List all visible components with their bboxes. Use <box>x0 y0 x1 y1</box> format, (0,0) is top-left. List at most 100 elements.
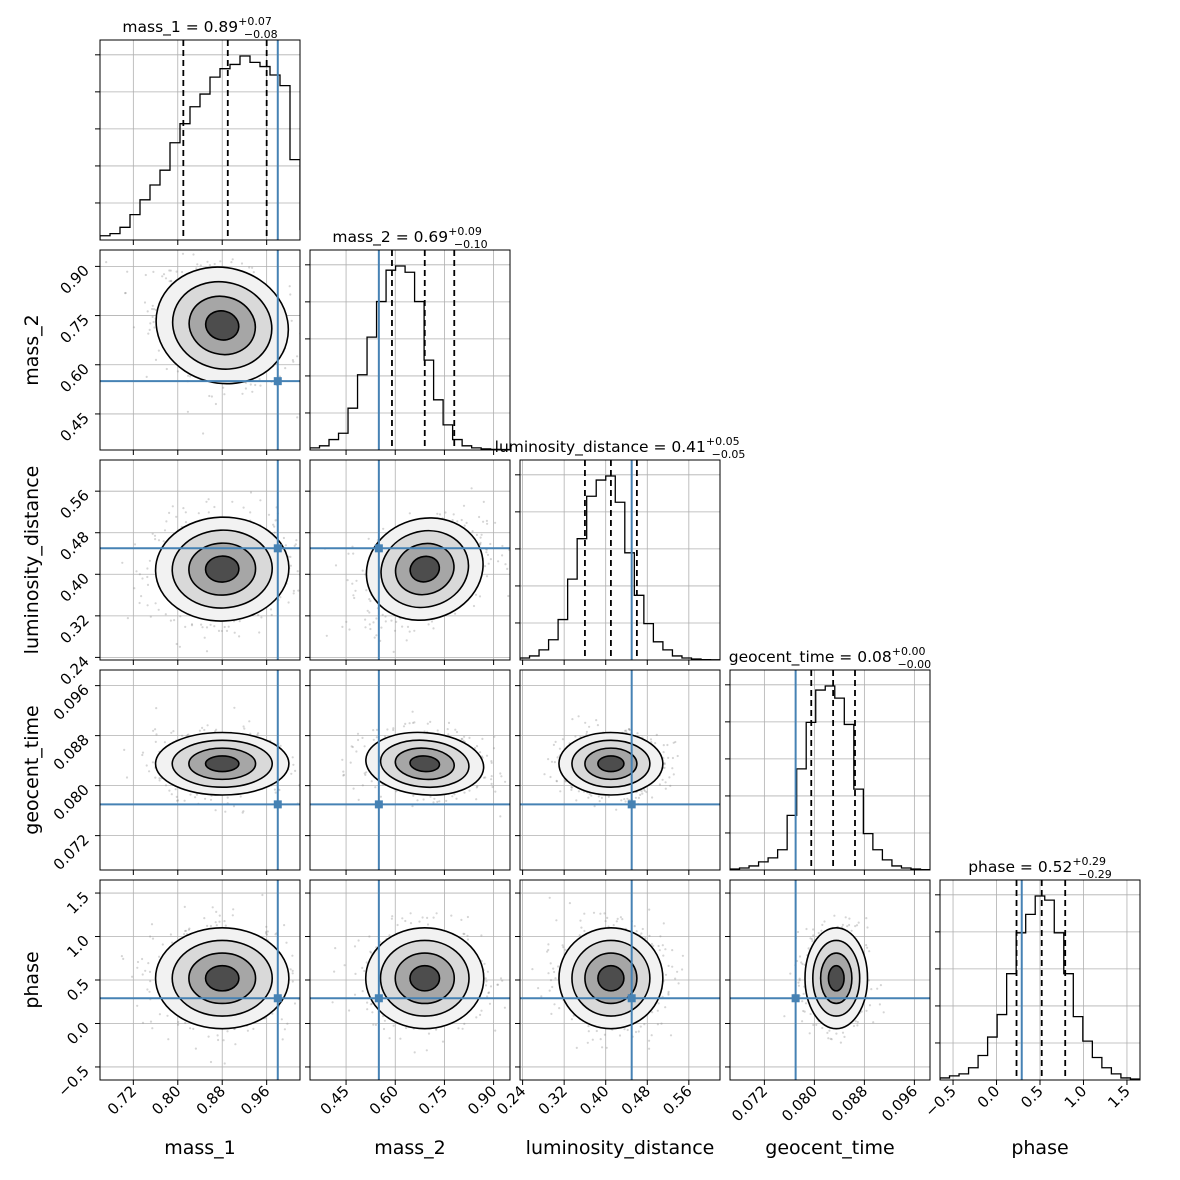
x-tick-label: 0.96 <box>237 1082 273 1118</box>
panel-mass_1-hist: mass_1 = 0.89+0.07 −0.08 <box>95 15 301 245</box>
panel-mass_1-vs-luminosity_distance: 0.24 0.32 0.40 0.48 0.56 luminosity_distance <box>21 459 301 689</box>
truth-marker <box>374 800 383 809</box>
contour-line <box>365 517 484 622</box>
contour-line <box>571 739 651 788</box>
contour-line <box>409 964 441 992</box>
contour-line <box>597 755 625 773</box>
contour-line <box>379 939 470 1017</box>
contour-line <box>204 310 240 341</box>
panel-luminosity_distance-vs-geocent_time <box>515 669 721 875</box>
x-tick-label: 0.45 <box>317 1082 353 1118</box>
contour-line <box>584 747 638 781</box>
contour-line <box>584 952 638 1005</box>
x-axis-label: mass_2 <box>374 1137 446 1159</box>
panel-mass_1-vs-mass_2: 0.45 0.60 0.75 0.90 mass_2 <box>21 249 301 455</box>
histogram-geocent_time <box>730 685 930 870</box>
y-tick-label: 0.48 <box>56 528 92 564</box>
contour-line <box>812 939 861 1017</box>
y-tick-label: 0.60 <box>56 360 92 396</box>
contour-line <box>394 542 455 596</box>
y-tick-label: 0.088 <box>50 731 93 774</box>
panel-frame <box>99 39 301 241</box>
contour-line <box>171 529 274 609</box>
panel-frame <box>309 249 511 451</box>
y-tick-label: 0.5 <box>63 975 93 1005</box>
contour-line <box>804 927 869 1030</box>
contour-line <box>409 755 441 773</box>
panel-frame <box>309 669 511 871</box>
panel-title: mass_2 = 0.69+0.09 −0.10 <box>332 225 487 251</box>
x-tick-label: −0.5 <box>921 1082 959 1120</box>
y-tick-label: 0.080 <box>50 781 93 824</box>
y-tick-label: 0.32 <box>56 611 92 647</box>
contour-line <box>394 747 455 781</box>
x-tick-label: 0.88 <box>193 1082 229 1118</box>
x-tick-label: 1.0 <box>1061 1082 1091 1112</box>
density-level <box>828 965 845 991</box>
truth-marker <box>273 994 282 1003</box>
contour-line <box>597 964 625 992</box>
x-tick-label: 0.75 <box>415 1082 451 1118</box>
y-tick-label: 0.90 <box>56 261 92 297</box>
y-tick-label: 0.096 <box>50 681 93 724</box>
x-tick-label: 1.5 <box>1104 1082 1134 1112</box>
x-tick-label: 0.072 <box>728 1082 771 1125</box>
panel-geocent_time-vs-phase: 0.072 0.080 0.088 0.096 geocent_time <box>725 879 931 1159</box>
x-axis-label: mass_1 <box>164 1137 236 1159</box>
y-tick-label: 0.45 <box>56 409 92 445</box>
x-tick-label: 0.72 <box>104 1082 140 1118</box>
panel-title: geocent_time = 0.08+0.00 −0.00 <box>729 645 931 671</box>
panel-geocent_time-hist: geocent_time = 0.08+0.00 −0.00 <box>725 645 931 875</box>
x-tick-label: 0.80 <box>148 1082 184 1118</box>
contour-line <box>154 731 290 796</box>
contour-line <box>364 927 485 1030</box>
y-tick-label: 0.0 <box>63 1019 93 1049</box>
contour-line <box>171 739 274 788</box>
y-axis-label: phase <box>21 951 43 1008</box>
y-axis-label: luminosity_distance <box>21 466 43 655</box>
contour-line <box>571 939 651 1017</box>
x-tick-label: 0.40 <box>576 1082 612 1118</box>
contour-line <box>188 747 257 781</box>
y-tick-label: −0.5 <box>54 1062 92 1100</box>
x-tick-label: 0.48 <box>618 1082 654 1118</box>
x-tick-label: 0.60 <box>366 1082 402 1118</box>
x-tick-label: 0.5 <box>1017 1082 1047 1112</box>
x-tick-label: 0.24 <box>493 1082 529 1118</box>
panel-frame <box>519 459 721 661</box>
histogram-luminosity_distance <box>520 475 720 660</box>
panel-frame <box>99 249 301 451</box>
contour-line <box>379 739 470 789</box>
truth-marker <box>374 544 383 553</box>
x-tick-label: 0.32 <box>535 1082 571 1118</box>
panel-title: phase = 0.52+0.29 −0.29 <box>968 855 1112 881</box>
panel-background <box>730 670 930 870</box>
panel-luminosity_distance-hist: luminosity_distance = 0.41+0.05 −0.05 <box>495 435 746 665</box>
truth-marker <box>374 994 383 1003</box>
panel-phase-hist: −0.5 0.0 0.5 1.0 1.5 phase phase = 0.52+0.29 −0… <box>921 855 1141 1159</box>
y-tick-label: 1.0 <box>63 932 93 962</box>
x-axis-label: geocent_time <box>765 1137 894 1159</box>
truth-marker <box>791 994 800 1003</box>
panel-frame <box>99 669 301 871</box>
y-tick-label: 0.56 <box>56 486 92 522</box>
truth-marker <box>273 544 282 553</box>
density-level <box>410 755 440 772</box>
x-axis-label: luminosity_distance <box>526 1137 715 1159</box>
truth-marker <box>273 377 282 386</box>
contour-line <box>154 516 290 622</box>
density-level <box>597 755 624 772</box>
panel-mass_2-vs-phase: 0.45 0.60 0.75 0.90 mass_2 <box>305 879 511 1159</box>
contour-line <box>204 964 240 992</box>
panel-frame <box>729 669 931 871</box>
contour-line <box>188 952 257 1005</box>
panel-frame <box>99 459 301 661</box>
y-tick-label: 1.5 <box>63 888 93 918</box>
density-level <box>205 755 239 772</box>
contour-line <box>409 555 441 583</box>
panel-title: luminosity_distance = 0.41+0.05 −0.05 <box>495 435 746 461</box>
contour-line <box>380 529 470 609</box>
truth-marker <box>627 800 636 809</box>
x-tick-label: 0.088 <box>828 1082 871 1125</box>
